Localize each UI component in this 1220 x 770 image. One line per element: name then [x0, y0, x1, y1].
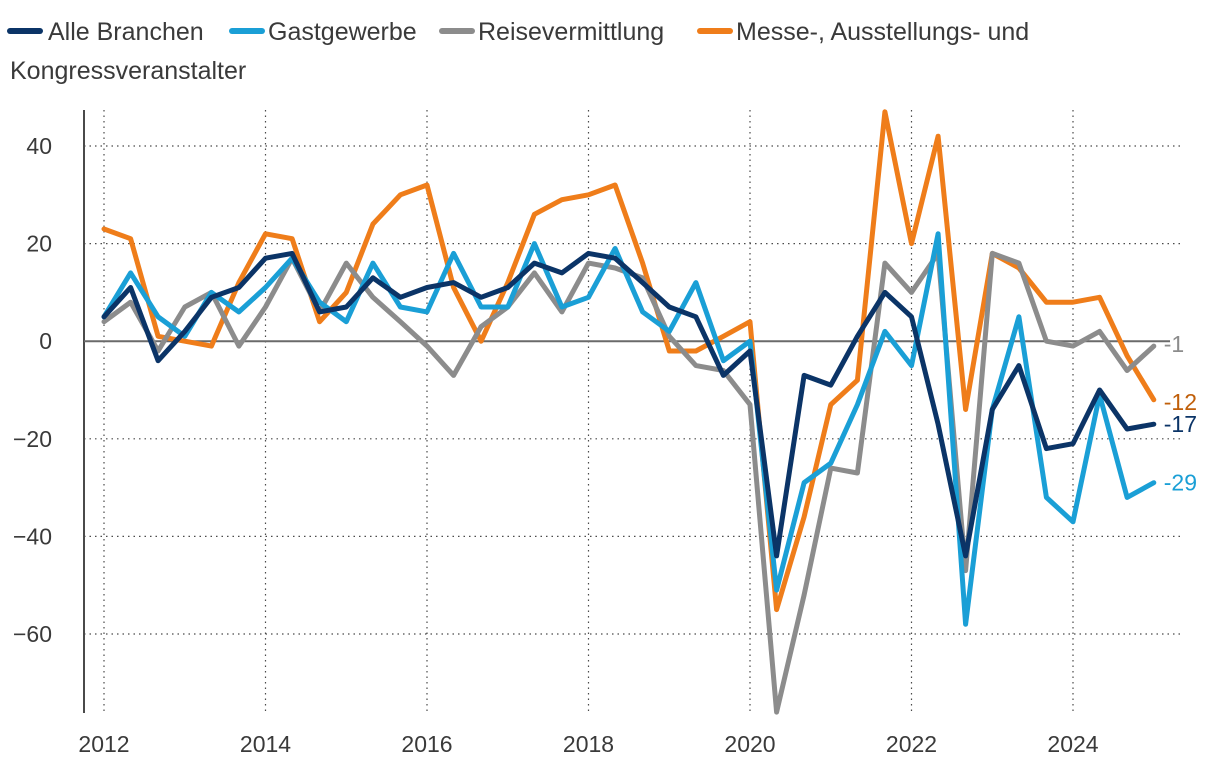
y-tick-label: 20 — [26, 231, 52, 257]
axes: 40 20 0 −20 −40 −60 2012 2014 2016 2018 2020 2022 20… — [13, 110, 1170, 757]
end-label-messe-ausstellungs-und-kongressveranstalter: -12 — [1164, 389, 1197, 415]
series-line-messe-ausstellungs-und-kongressveranstalter — [101, 109, 1157, 613]
x-tick-label: 2022 — [886, 731, 937, 757]
x-tick-label: 2016 — [401, 731, 452, 757]
y-tick-label: −20 — [13, 426, 52, 452]
series-line-gastgewerbe — [101, 231, 1157, 627]
series-line-reisevermittlung — [101, 250, 1157, 715]
end-label-gastgewerbe: -29 — [1164, 470, 1197, 496]
legend-label-reisevermittlung: Reisevermittlung — [478, 18, 664, 46]
legend-item-messe[interactable]: Messe-, Ausstellungs- und — [697, 18, 1029, 46]
y-tick-label: 40 — [26, 133, 52, 159]
end-label-reisevermittlung: -1 — [1164, 331, 1184, 357]
x-tick-label: 2024 — [1047, 731, 1098, 757]
x-tick-label: 2018 — [563, 731, 614, 757]
legend: Alle Branchen Gastgewerbe Reisevermittlu… — [7, 18, 1029, 85]
legend-label-gastgewerbe: Gastgewerbe — [268, 18, 417, 46]
legend-item-alle-branchen[interactable]: Alle Branchen — [7, 18, 204, 46]
x-tick-label: 2014 — [240, 731, 291, 757]
x-tick-label: 2012 — [78, 731, 129, 757]
end-label-alle-branchen: -17 — [1164, 411, 1197, 437]
series-lines — [101, 109, 1157, 715]
legend-label-messe: Messe-, Ausstellungs- und — [736, 18, 1029, 46]
legend-label-alle-branchen: Alle Branchen — [48, 18, 204, 46]
y-tick-label: −60 — [13, 621, 52, 647]
y-tick-label: 0 — [39, 328, 52, 354]
legend-item-reisevermittlung[interactable]: Reisevermittlung — [439, 18, 664, 46]
grid — [84, 110, 1180, 713]
end-labels: -12 -1 -29 -17 — [1164, 331, 1197, 496]
y-tick-label: −40 — [13, 523, 52, 549]
legend-item-gastgewerbe[interactable]: Gastgewerbe — [229, 18, 417, 46]
series-line-alle-branchen — [101, 250, 1157, 559]
x-tick-label: 2020 — [724, 731, 775, 757]
legend-label-messe-continuation: Kongressveranstalter — [10, 57, 246, 85]
